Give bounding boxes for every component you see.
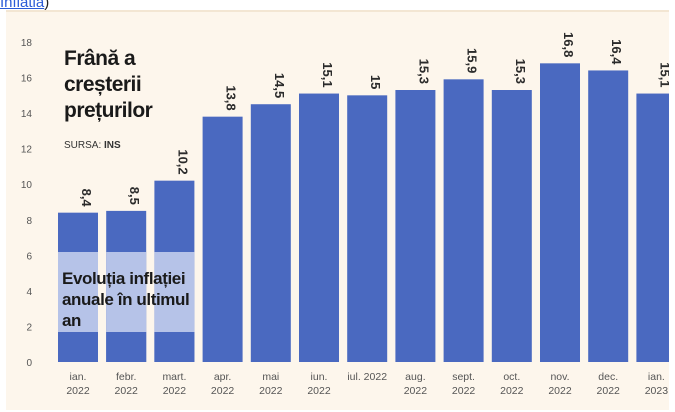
x-tick-label: aug. — [405, 371, 425, 383]
bar-value-label: 15,3 — [513, 59, 528, 84]
x-tick-label: 2022 — [452, 385, 476, 397]
bar-highlight — [154, 252, 195, 332]
y-tick-label: 8 — [26, 216, 32, 227]
bar-value-label: 14,5 — [272, 73, 287, 98]
bar — [588, 70, 629, 362]
source-name: INS — [104, 140, 121, 151]
source-link-paren: ) — [44, 0, 50, 11]
source-label: SURSA: — [64, 140, 102, 151]
bar — [636, 93, 669, 363]
x-tick-label: 2022 — [163, 385, 187, 397]
y-tick-label: 2 — [26, 322, 32, 333]
bar — [347, 95, 388, 362]
bar — [443, 79, 484, 362]
bar-value-label: 16,8 — [561, 32, 576, 57]
x-tick-label: nov. — [550, 371, 569, 383]
y-tick-label: 16 — [21, 74, 33, 85]
bar-lower-segment — [58, 332, 98, 362]
y-tick-label: 14 — [21, 109, 33, 120]
bar — [299, 93, 339, 363]
bar — [250, 104, 291, 362]
x-tick-label: iul. 2022 — [347, 371, 387, 383]
x-tick-label: 2022 — [115, 385, 139, 397]
x-tick-label: 2023 — [645, 385, 669, 397]
x-tick-label: oct. — [503, 371, 520, 383]
chart-source: SURSA: INS — [64, 140, 121, 151]
x-tick-label: sept. — [452, 371, 475, 383]
y-tick-label: 6 — [26, 251, 32, 262]
bar-value-label: 8,5 — [127, 187, 142, 205]
bar — [395, 90, 436, 362]
chart-subtitle: Evoluția inflației anuale în ultimul an — [62, 269, 190, 330]
bar — [491, 90, 532, 362]
x-tick-label: 2022 — [500, 385, 524, 397]
y-tick-label: 10 — [21, 180, 33, 191]
x-tick-label: ian. — [648, 371, 665, 383]
x-tick-label: 2022 — [211, 385, 235, 397]
x-tick-label: febr. — [116, 371, 136, 383]
bar-value-label: 13,8 — [224, 85, 239, 110]
bar-value-label: 15,9 — [465, 48, 480, 73]
bar-value-label: 10,2 — [175, 149, 190, 174]
bar-highlight — [58, 252, 98, 332]
bar-lower-segment — [106, 332, 147, 362]
x-tick-label: 2022 — [548, 385, 572, 397]
y-tick-label: 4 — [26, 287, 32, 298]
source-link[interactable]: Inflatia) — [0, 0, 50, 11]
x-tick-label: 2022 — [597, 385, 621, 397]
x-tick-label: dec. — [598, 371, 618, 383]
bar-value-label: 15,1 — [657, 62, 669, 87]
bar — [540, 63, 580, 362]
x-tick-label: 2022 — [307, 385, 331, 397]
x-tick-label: mart. — [162, 371, 186, 383]
bar-chart: 0 2 4 6 8 10 12 14 16 18 8,4 ian. 2022 8,5 febr. 2022 10… — [21, 32, 669, 397]
bar-value-label: 8,4 — [79, 189, 94, 208]
bar-value-label: 15,3 — [416, 59, 431, 84]
bar-highlight — [106, 252, 147, 332]
bar-value-label: 15 — [368, 75, 383, 89]
x-tick-label: ian. — [70, 371, 87, 383]
bar — [202, 116, 243, 363]
chart-panel: 0 2 4 6 8 10 12 14 16 18 8,4 ian. 2022 8,5 febr. 2022 10… — [6, 10, 669, 410]
x-tick-label: 2022 — [404, 385, 428, 397]
y-tick-label: 0 — [26, 358, 32, 369]
bar-lower-segment — [154, 332, 195, 362]
x-tick-label: mai — [262, 371, 279, 383]
x-tick-label: apr. — [214, 371, 232, 383]
source-link-text[interactable]: Inflatia — [0, 0, 45, 11]
x-tick-label: 2022 — [66, 385, 90, 397]
bar-value-label: 16,4 — [609, 39, 624, 65]
x-tick-label: 2022 — [259, 385, 283, 397]
chart-title: Frână a creșterii prețurilor — [64, 47, 153, 122]
y-tick-label: 12 — [21, 145, 33, 156]
bar-value-label: 15,1 — [320, 62, 335, 87]
x-tick-label: iun. — [311, 371, 328, 383]
y-tick-label: 18 — [21, 38, 33, 49]
